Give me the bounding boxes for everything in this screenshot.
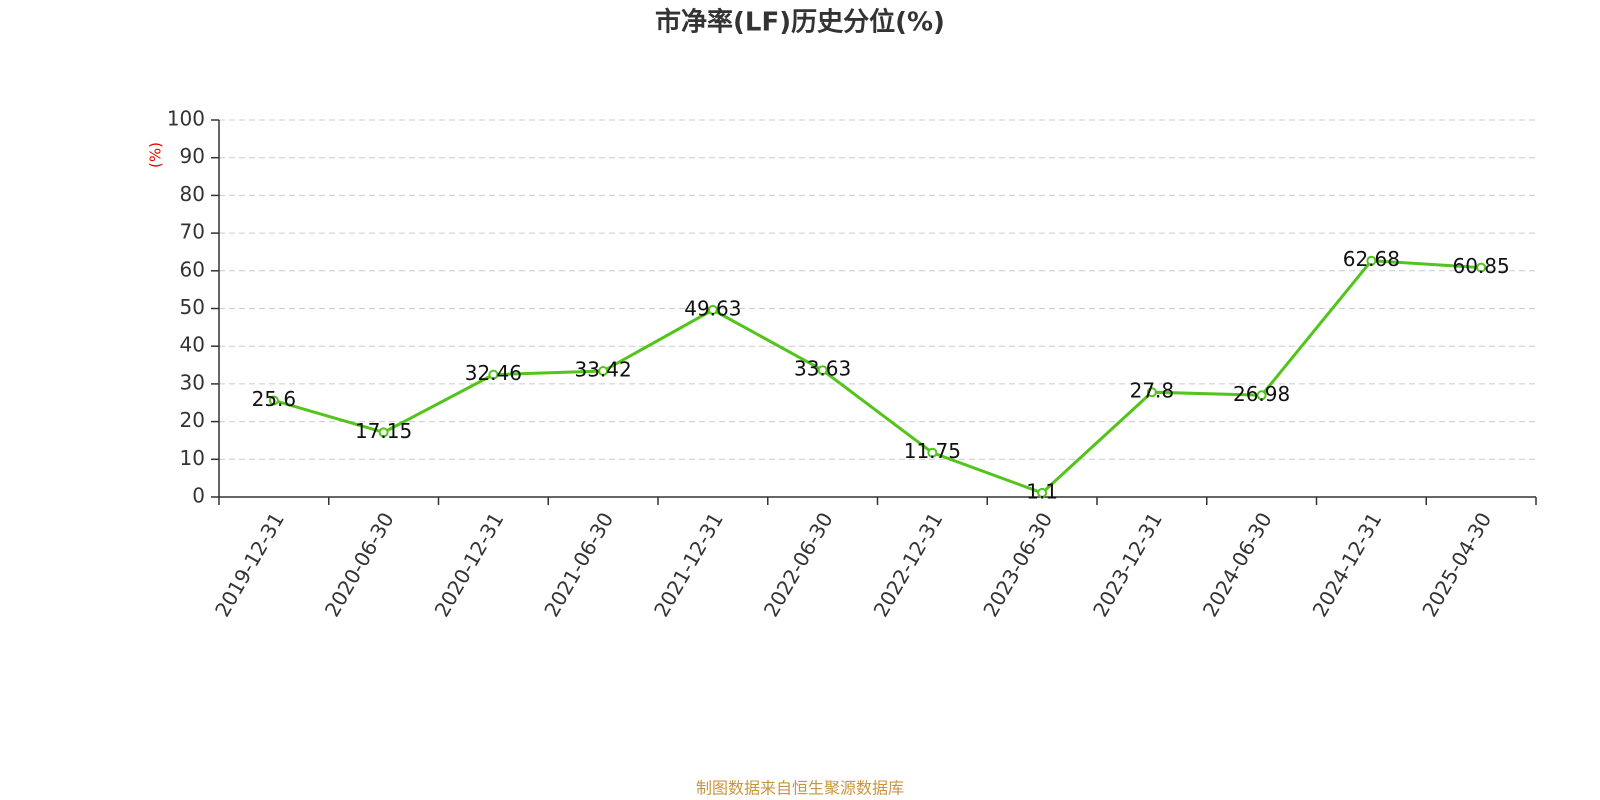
source-note: 制图数据来自恒生聚源数据库 xyxy=(696,779,904,798)
x-tick-label: 2025-04-30 xyxy=(1417,508,1496,621)
data-label: 33.42 xyxy=(574,358,631,382)
data-label: 60.85 xyxy=(1452,254,1509,278)
y-tick-label: 40 xyxy=(180,333,205,357)
data-label: 62.68 xyxy=(1343,247,1400,271)
data-point xyxy=(598,366,609,377)
data-label: 11.75 xyxy=(904,439,961,463)
grid xyxy=(219,119,1536,460)
data-point xyxy=(707,304,718,315)
data-label: 32.46 xyxy=(465,361,522,385)
data-point xyxy=(378,427,389,438)
x-tick-label: 2019-12-31 xyxy=(210,508,289,621)
data-line xyxy=(273,259,1482,495)
data-label: 1.1 xyxy=(1026,479,1058,503)
x-tick-label: 2021-12-31 xyxy=(649,508,728,621)
data-point xyxy=(1037,487,1048,498)
x-tick-label: 2021-06-30 xyxy=(539,508,618,621)
data-point xyxy=(1476,262,1487,273)
marks: 25.6 17.15 32.46 33.42 49.63 33.63 11.75 1.1 27.… xyxy=(252,247,1510,503)
x-tick-label: 2023-12-31 xyxy=(1088,508,1167,621)
data-label: 25.6 xyxy=(252,387,297,411)
y-tick-label: 30 xyxy=(180,370,205,394)
y-tick-label: 50 xyxy=(180,295,205,319)
data-point xyxy=(488,369,499,380)
x-tick-label: 2024-06-30 xyxy=(1198,508,1277,621)
chart-title: 市净率(LF)历史分位(%) xyxy=(655,7,945,38)
data-label: 17.15 xyxy=(355,419,412,443)
y-tick-label: 20 xyxy=(180,408,205,432)
data-point xyxy=(1366,255,1377,266)
data-point xyxy=(927,447,938,458)
x-tick-label: 2023-06-30 xyxy=(978,508,1057,621)
x-tick-label: 2022-06-30 xyxy=(759,508,838,621)
y-tick-label: 70 xyxy=(180,220,205,244)
data-label: 33.63 xyxy=(794,357,851,381)
data-point xyxy=(1146,387,1157,398)
y-tick-label: 60 xyxy=(180,257,205,281)
y-tick-label: 100 xyxy=(167,107,205,131)
data-label: 26.98 xyxy=(1233,382,1290,406)
x-tick-label: 2020-06-30 xyxy=(320,508,399,621)
data-point xyxy=(1256,390,1267,401)
data-point xyxy=(817,365,828,376)
data-label: 27.8 xyxy=(1130,379,1175,403)
y-tick-label: 80 xyxy=(180,182,205,206)
y-tick-label: 10 xyxy=(180,446,205,470)
data-label: 49.63 xyxy=(684,296,741,320)
axes: 0 10 20 30 40 50 60 70 80 90 100 2019-12-31 2020-06-… xyxy=(167,107,1537,621)
x-tick-label: 2022-12-31 xyxy=(869,508,948,621)
y-tick-label: 0 xyxy=(192,484,205,508)
data-point xyxy=(268,395,279,406)
y-tick-label: 90 xyxy=(180,144,205,168)
x-tick-label: 2020-12-31 xyxy=(430,508,509,621)
y-axis-label: (%) xyxy=(147,142,165,168)
x-tick-label: 2024-12-31 xyxy=(1308,508,1387,621)
